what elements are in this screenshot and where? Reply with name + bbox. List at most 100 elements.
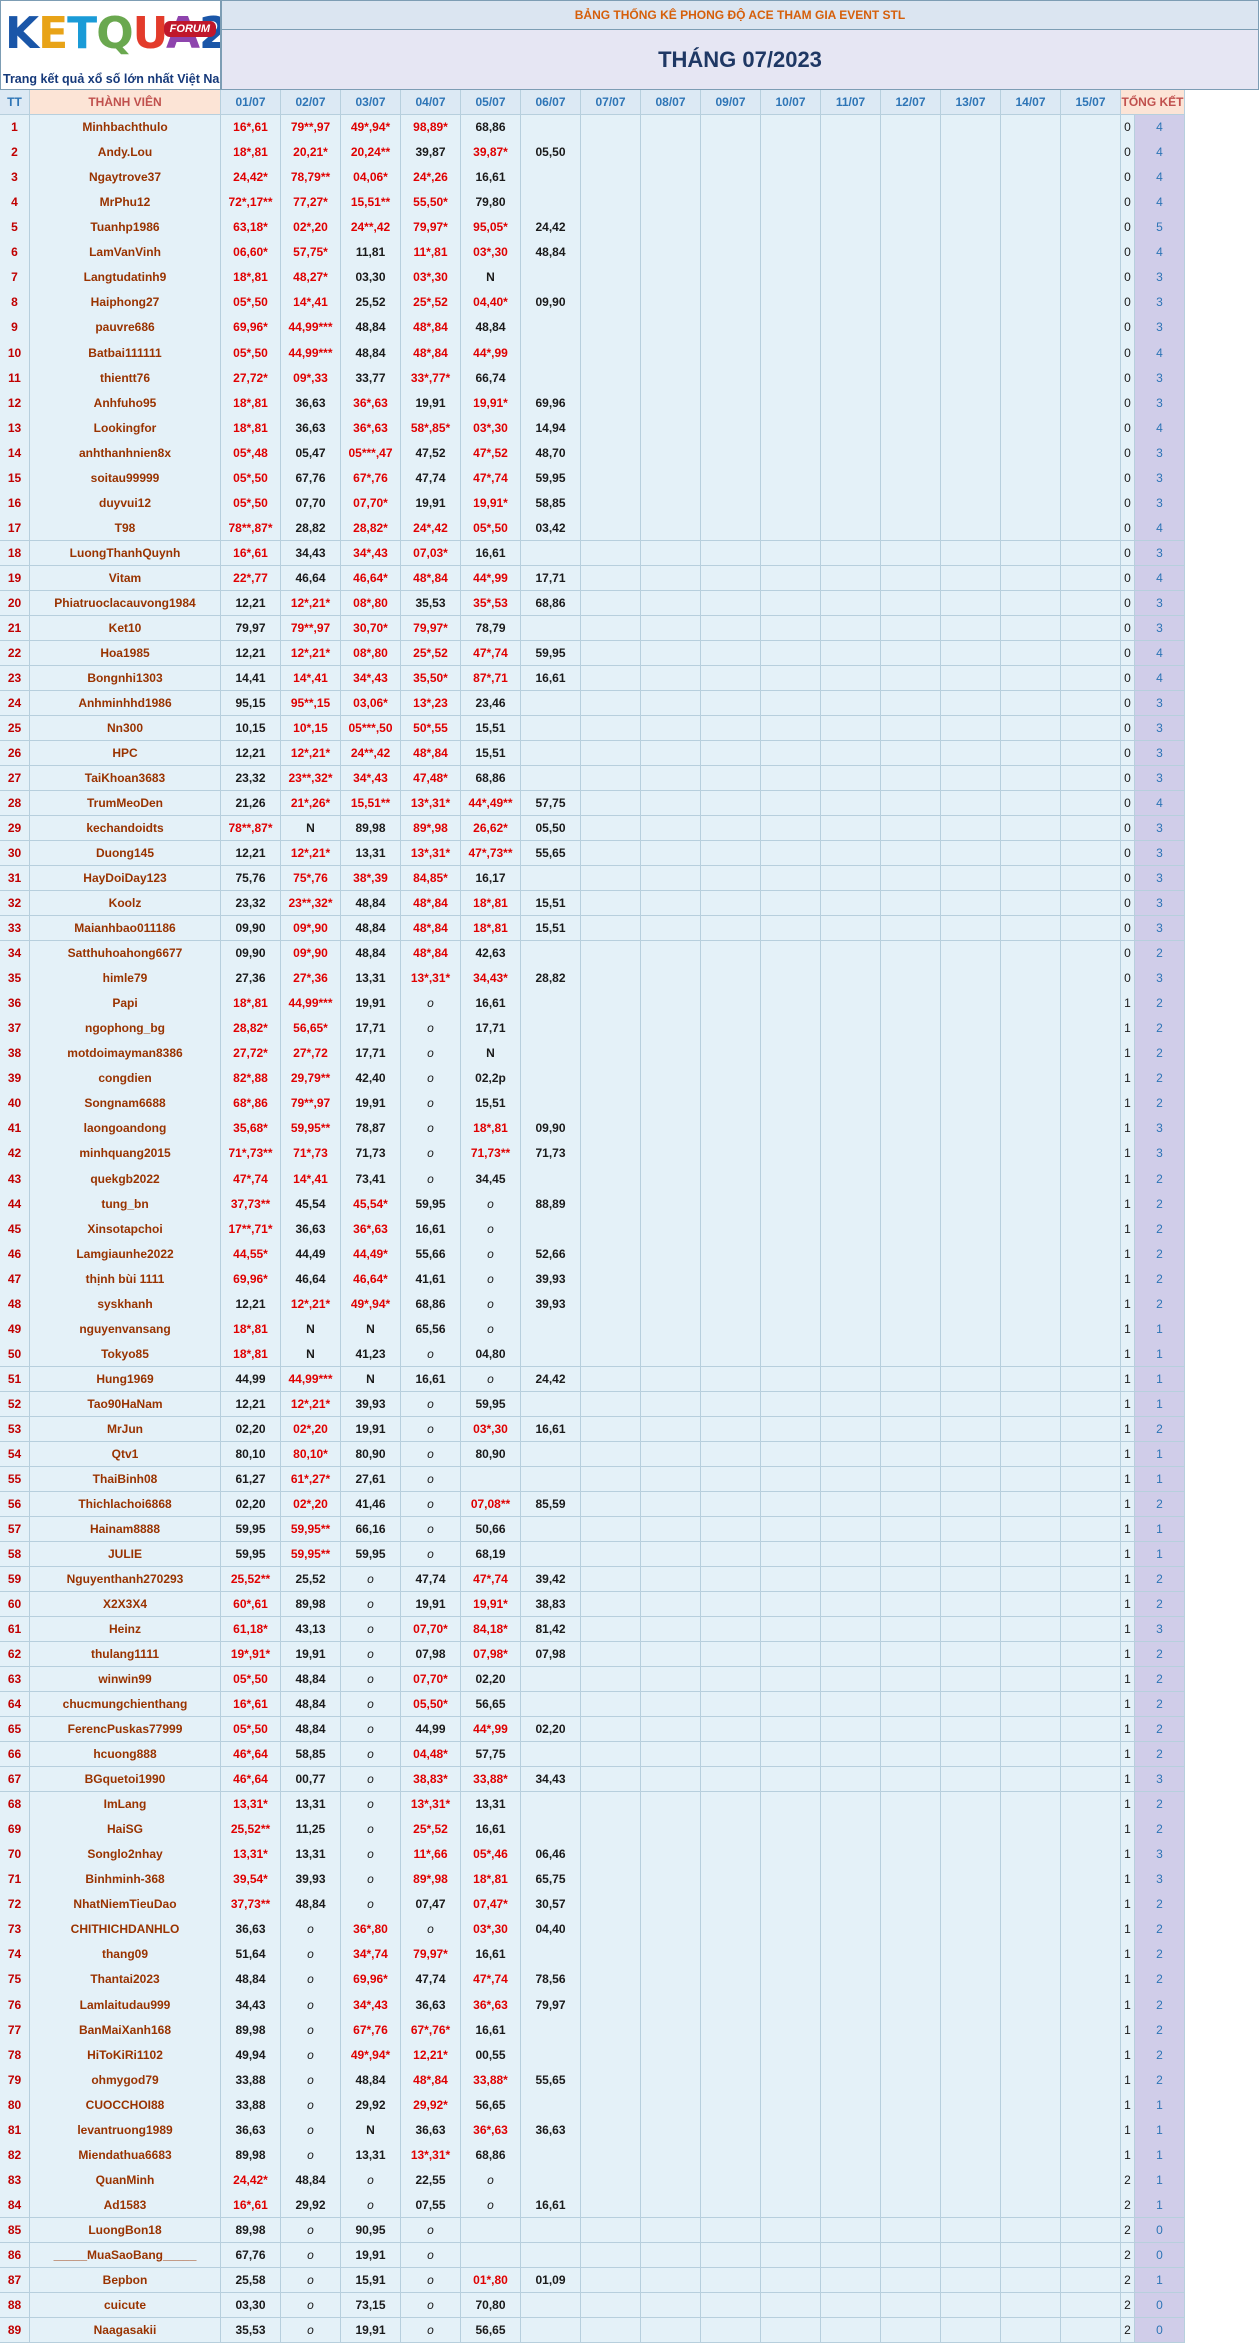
total-score[interactable]: 1 <box>1135 2192 1185 2218</box>
date-cell[interactable]: 09*,90 <box>281 940 341 967</box>
date-cell[interactable] <box>1061 2142 1121 2168</box>
date-cell[interactable] <box>761 340 821 366</box>
date-cell[interactable]: 19,91 <box>401 490 461 516</box>
date-cell[interactable] <box>581 1266 641 1292</box>
row-number[interactable]: 69 <box>0 1817 30 1843</box>
date-cell[interactable]: 16,61 <box>461 540 521 567</box>
date-cell[interactable] <box>641 490 701 516</box>
date-cell[interactable] <box>881 190 941 216</box>
date-cell[interactable] <box>521 1691 581 1718</box>
date-cell[interactable] <box>1061 815 1121 842</box>
row-number[interactable]: 79 <box>0 2067 30 2093</box>
date-cell[interactable]: o <box>461 1216 521 1242</box>
total-score[interactable]: 3 <box>1135 465 1185 491</box>
date-cell[interactable] <box>641 665 701 692</box>
date-cell[interactable] <box>701 415 761 441</box>
date-cell[interactable] <box>761 991 821 1017</box>
date-cell[interactable]: 07,70* <box>401 1616 461 1643</box>
date-cell[interactable] <box>581 1116 641 1142</box>
date-cell[interactable] <box>701 1391 761 1418</box>
date-cell[interactable] <box>701 2317 761 2343</box>
date-cell[interactable] <box>701 490 761 516</box>
date-cell[interactable]: 03*,30 <box>401 265 461 291</box>
date-cell[interactable]: N <box>461 1041 521 1067</box>
date-cell[interactable]: 88,89 <box>521 1191 581 1217</box>
miss-count[interactable]: 2 <box>1121 2167 1135 2193</box>
date-cell[interactable] <box>881 765 941 792</box>
date-cell[interactable]: o <box>401 1016 461 1042</box>
date-cell[interactable] <box>521 2292 581 2319</box>
member-name[interactable]: CHITHICHDANHLO <box>30 1917 221 1943</box>
date-cell[interactable]: 10,15 <box>221 715 281 742</box>
date-cell[interactable] <box>641 1266 701 1292</box>
date-cell[interactable]: 44,49* <box>341 1241 401 1267</box>
date-cell[interactable] <box>641 565 701 592</box>
date-cell[interactable] <box>1001 1541 1061 1568</box>
date-cell[interactable] <box>521 991 581 1017</box>
date-cell[interactable]: o <box>281 2317 341 2343</box>
date-cell[interactable]: 24,42* <box>221 2167 281 2193</box>
total-score[interactable]: 3 <box>1135 1766 1185 1793</box>
date-cell[interactable] <box>821 1566 881 1593</box>
date-cell[interactable] <box>821 1216 881 1242</box>
date-cell[interactable] <box>761 1691 821 1718</box>
date-cell[interactable]: 15,51 <box>461 740 521 767</box>
date-cell[interactable]: 89,98 <box>221 2142 281 2168</box>
date-cell[interactable]: 36*,63 <box>461 1992 521 2018</box>
date-cell[interactable]: 45,54* <box>341 1191 401 1217</box>
date-cell[interactable]: 48,84 <box>281 1892 341 1918</box>
date-cell[interactable] <box>1001 1666 1061 1693</box>
date-cell[interactable] <box>1061 1466 1121 1493</box>
date-cell[interactable] <box>581 1842 641 1868</box>
date-cell[interactable]: o <box>281 2017 341 2043</box>
date-cell[interactable] <box>941 140 1001 166</box>
date-cell[interactable]: 15,51 <box>461 715 521 742</box>
date-cell[interactable] <box>821 390 881 416</box>
date-cell[interactable]: 46,64* <box>341 565 401 592</box>
miss-count[interactable]: 1 <box>1121 2042 1135 2068</box>
total-score[interactable]: 2 <box>1135 1091 1185 1117</box>
date-cell[interactable]: 12,21 <box>221 740 281 767</box>
date-cell[interactable] <box>881 2167 941 2193</box>
date-cell[interactable] <box>821 2142 881 2168</box>
row-number[interactable]: 64 <box>0 1691 30 1718</box>
date-cell[interactable] <box>581 865 641 892</box>
date-cell[interactable]: 43,13 <box>281 1616 341 1643</box>
date-cell[interactable]: o <box>341 1741 401 1768</box>
date-cell[interactable]: 69,96* <box>221 315 281 341</box>
row-number[interactable]: 52 <box>0 1391 30 1418</box>
date-cell[interactable] <box>641 1616 701 1643</box>
date-cell[interactable]: 59,95 <box>521 640 581 667</box>
date-cell[interactable] <box>701 1416 761 1443</box>
date-cell[interactable]: 13*,31* <box>401 2142 461 2168</box>
row-number[interactable]: 12 <box>0 390 30 416</box>
date-cell[interactable] <box>581 540 641 567</box>
date-cell[interactable] <box>641 1416 701 1443</box>
date-cell[interactable] <box>941 1466 1001 1493</box>
date-cell[interactable] <box>821 1516 881 1543</box>
date-cell[interactable]: 85,59 <box>521 1491 581 1518</box>
member-name[interactable]: LamVanVinh <box>30 240 221 266</box>
date-cell[interactable] <box>821 991 881 1017</box>
date-cell[interactable] <box>941 765 1001 792</box>
member-name[interactable]: CUOCCHOI88 <box>30 2092 221 2118</box>
date-cell[interactable] <box>581 1441 641 1468</box>
date-cell[interactable] <box>641 190 701 216</box>
date-cell[interactable] <box>881 1391 941 1418</box>
miss-count[interactable]: 0 <box>1121 465 1135 491</box>
date-cell[interactable] <box>1061 490 1121 516</box>
member-name[interactable]: Hainam8888 <box>30 1516 221 1543</box>
date-cell[interactable] <box>641 2317 701 2343</box>
date-cell[interactable]: 27*,36 <box>281 966 341 992</box>
date-cell[interactable] <box>581 2167 641 2193</box>
date-cell[interactable] <box>641 115 701 141</box>
date-cell[interactable] <box>701 1842 761 1868</box>
miss-count[interactable]: 0 <box>1121 365 1135 391</box>
row-number[interactable]: 38 <box>0 1041 30 1067</box>
date-cell[interactable] <box>581 2292 641 2319</box>
date-cell[interactable]: o <box>401 1516 461 1543</box>
date-cell[interactable]: 42,40 <box>341 1066 401 1092</box>
row-number[interactable]: 58 <box>0 1541 30 1568</box>
date-cell[interactable]: o <box>401 1141 461 1167</box>
date-cell[interactable] <box>881 2142 941 2168</box>
